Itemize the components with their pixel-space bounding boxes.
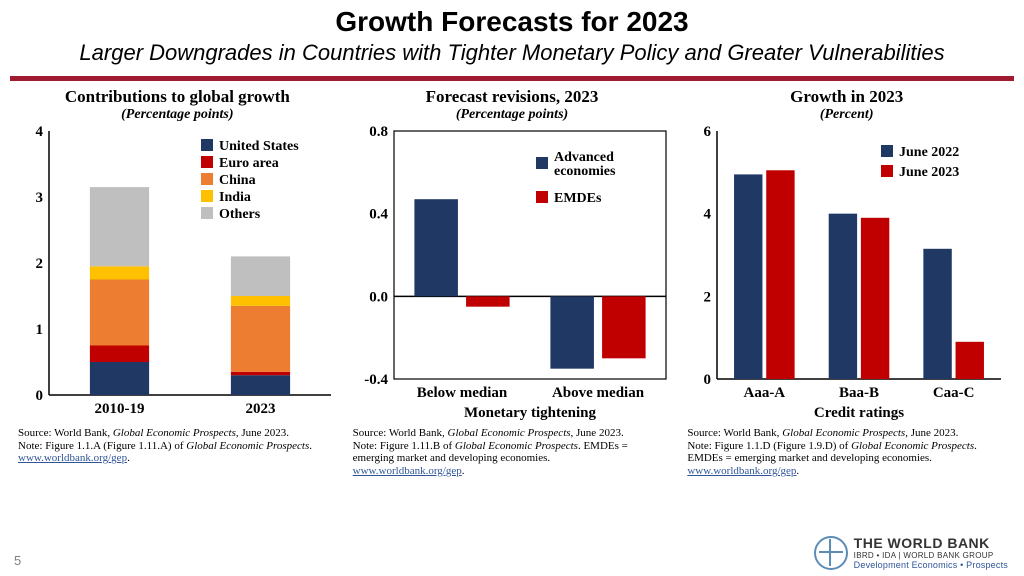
svg-text:China: China bbox=[219, 173, 256, 188]
svg-text:economies: economies bbox=[554, 164, 616, 179]
svg-text:0.0: 0.0 bbox=[369, 289, 388, 305]
charts-row: Contributions to global growth (Percenta… bbox=[0, 81, 1024, 478]
chart1-source: Source: World Bank, Global Economic Pros… bbox=[16, 425, 314, 465]
svg-text:Aaa-A: Aaa-A bbox=[743, 385, 785, 401]
chart2-source-text: Source: World Bank, Global Economic Pros… bbox=[353, 427, 628, 464]
svg-text:United States: United States bbox=[219, 139, 299, 154]
svg-text:India: India bbox=[219, 190, 251, 205]
svg-text:2023: 2023 bbox=[246, 401, 276, 417]
globe-icon bbox=[814, 536, 848, 570]
page-title: Growth Forecasts for 2023 bbox=[20, 6, 1004, 38]
svg-text:4: 4 bbox=[36, 125, 44, 140]
page-subtitle: Larger Downgrades in Countries with Tigh… bbox=[20, 40, 1004, 66]
page-number: 5 bbox=[14, 553, 21, 568]
chart-contributions: Contributions to global growth (Percenta… bbox=[16, 87, 339, 478]
chart1-link[interactable]: www.worldbank.org/gep bbox=[18, 452, 127, 464]
svg-text:June 2023: June 2023 bbox=[899, 165, 959, 180]
header: Growth Forecasts for 2023 Larger Downgra… bbox=[0, 0, 1024, 70]
logo-line2: IBRD • IDA | WORLD BANK GROUP bbox=[854, 551, 1008, 560]
chart3-source: Source: World Bank, Global Economic Pros… bbox=[685, 425, 1008, 478]
logo-line3: Development Economics • Prospects bbox=[854, 560, 1008, 570]
svg-text:2: 2 bbox=[703, 289, 711, 305]
chart3-link[interactable]: www.worldbank.org/gep bbox=[687, 465, 796, 477]
chart2-subtitle: (Percentage points) bbox=[456, 107, 568, 123]
chart-revisions: Forecast revisions, 2023 (Percentage poi… bbox=[351, 87, 674, 478]
chart2-title: Forecast revisions, 2023 bbox=[426, 87, 599, 107]
svg-text:-0.4: -0.4 bbox=[364, 372, 388, 388]
chart3-svg: 0 2 4 6 Aaa-A Baa-B Caa-C Credit ratings June 20… bbox=[687, 125, 1007, 425]
world-bank-logo: THE WORLD BANK IBRD • IDA | WORLD BANK G… bbox=[814, 535, 1008, 570]
logo-text: THE WORLD BANK IBRD • IDA | WORLD BANK G… bbox=[854, 535, 1008, 570]
chart3-source-text: Source: World Bank, Global Economic Pros… bbox=[687, 427, 977, 464]
chart1-title: Contributions to global growth bbox=[65, 87, 290, 107]
svg-text:Monetary tightening: Monetary tightening bbox=[464, 405, 597, 421]
svg-text:Advanced: Advanced bbox=[554, 150, 614, 165]
svg-text:0: 0 bbox=[703, 372, 711, 388]
chart3-subtitle: (Percent) bbox=[820, 107, 874, 123]
chart-growth: Growth in 2023 (Percent) 0 2 4 6 Aaa-A Baa-B C… bbox=[685, 87, 1008, 478]
svg-text:Below median: Below median bbox=[417, 385, 508, 401]
chart1-subtitle: (Percentage points) bbox=[121, 107, 233, 123]
chart2-source: Source: World Bank, Global Economic Pros… bbox=[351, 425, 674, 478]
svg-text:2: 2 bbox=[36, 256, 44, 272]
svg-text:6: 6 bbox=[703, 125, 711, 140]
svg-text:2010-19: 2010-19 bbox=[95, 401, 145, 417]
logo-line1: THE WORLD BANK bbox=[854, 535, 1008, 551]
chart2-link[interactable]: www.worldbank.org/gep bbox=[353, 465, 462, 477]
svg-text:0.4: 0.4 bbox=[369, 207, 388, 223]
chart1-svg: 0 1 2 3 4 2010-19 2023 United States Euro area Ch… bbox=[17, 125, 337, 425]
svg-text:Above median: Above median bbox=[552, 385, 645, 401]
svg-text:Credit ratings: Credit ratings bbox=[814, 405, 904, 421]
svg-text:0.8: 0.8 bbox=[369, 125, 388, 140]
chart1-source-text: Source: World Bank, Global Economic Pros… bbox=[18, 427, 312, 452]
svg-text:Others: Others bbox=[219, 207, 261, 222]
chart3-title: Growth in 2023 bbox=[790, 87, 903, 107]
svg-text:3: 3 bbox=[36, 190, 44, 206]
svg-text:EMDEs: EMDEs bbox=[554, 191, 602, 206]
svg-text:4: 4 bbox=[703, 207, 711, 223]
svg-text:1: 1 bbox=[36, 322, 44, 338]
svg-text:Euro area: Euro area bbox=[219, 156, 279, 171]
chart2-svg: -0.4 0.0 0.4 0.8 Below median Above median Mon… bbox=[352, 125, 672, 425]
svg-text:June 2022: June 2022 bbox=[899, 145, 959, 160]
svg-text:0: 0 bbox=[36, 388, 44, 404]
svg-text:Caa-C: Caa-C bbox=[933, 385, 975, 401]
svg-text:Baa-B: Baa-B bbox=[839, 385, 879, 401]
